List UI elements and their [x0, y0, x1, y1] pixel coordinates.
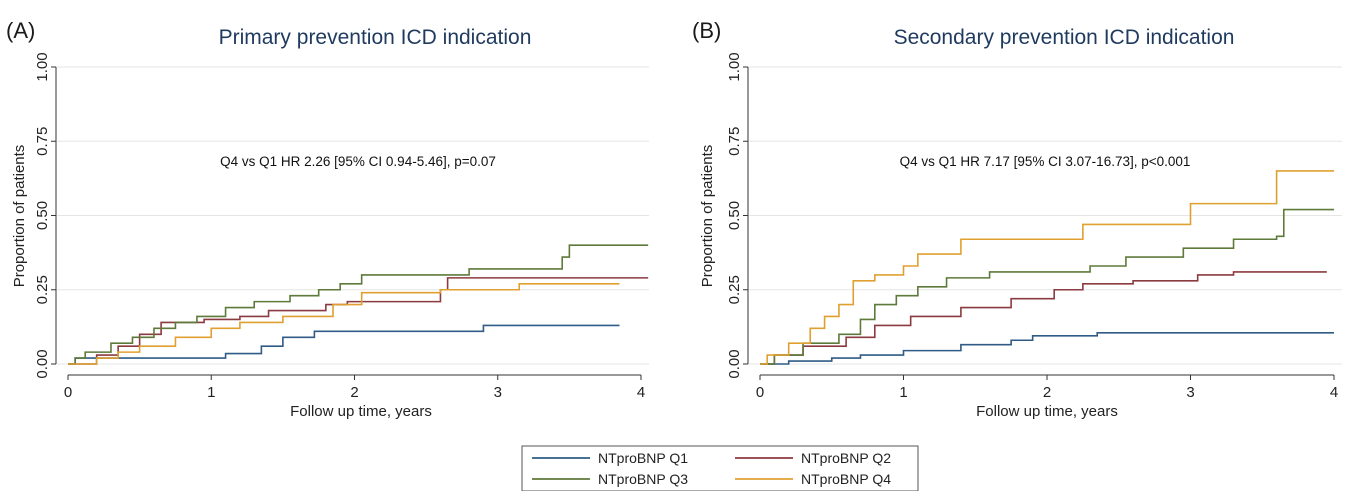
- legend-label-q2: NTproBNP Q2: [801, 450, 891, 466]
- y-tick-label-a-3: 0.75: [34, 127, 51, 156]
- x-axis-title-a: Follow up time, years: [290, 403, 432, 420]
- series-line-b-q4: [760, 170, 1334, 365]
- series-line-b-q3: [760, 208, 1334, 365]
- y-tick-label-b-3: 0.75: [726, 127, 743, 156]
- x-tick-label-b-1: 1: [899, 384, 907, 401]
- plot-area-a: 0.00 0.25 0.50 0.75 1.00 0 1 2 3 4: [34, 52, 649, 401]
- annotation-a: Q4 vs Q1 HR 2.26 [95% CI 0.94-5.46], p=0…: [220, 154, 496, 169]
- y-tick-label-a-2: 0.50: [34, 201, 51, 230]
- x-tick-label-a-0: 0: [64, 384, 72, 401]
- x-tick-label-a-4: 4: [637, 384, 645, 401]
- x-tick-label-b-2: 2: [1043, 384, 1051, 401]
- x-tick-label-a-2: 2: [350, 384, 358, 401]
- series-line-b-q1: [760, 332, 1334, 365]
- series-line-a-q1: [68, 324, 620, 365]
- series-line-a-q2: [68, 277, 649, 365]
- chart-title-a: Primary prevention ICD indication: [219, 26, 532, 49]
- x-tick-label-b-3: 3: [1186, 384, 1194, 401]
- legend-label-q4: NTproBNP Q4: [801, 471, 891, 487]
- annotation-b: Q4 vs Q1 HR 7.17 [95% CI 3.07-16.73], p<…: [900, 154, 1191, 169]
- legend: NTproBNP Q1 NTproBNP Q2 NTproBNP Q3 NTproBN…: [521, 445, 919, 491]
- y-tick-label-b-4: 1.00: [726, 52, 743, 81]
- x-axis-title-b: Follow up time, years: [976, 403, 1118, 420]
- series-line-a-q3: [68, 244, 649, 365]
- x-tick-label-a-1: 1: [207, 384, 215, 401]
- y-tick-label-b-1: 0.25: [726, 275, 743, 304]
- plot-area-b: 0.00 0.25 0.50 0.75 1.00 0 1 2 3 4: [726, 52, 1342, 401]
- y-tick-label-a-4: 1.00: [34, 52, 51, 81]
- panel-label-a: (A): [6, 18, 35, 43]
- series-line-a-q4: [68, 283, 620, 365]
- series-line-b-q2: [760, 271, 1327, 365]
- y-tick-label-b-0: 0.00: [726, 349, 743, 378]
- y-tick-label-b-2: 0.50: [726, 201, 743, 230]
- x-tick-label-b-4: 4: [1330, 384, 1338, 401]
- y-axis-title-b: Proportion of patients: [699, 145, 716, 288]
- panel-label-b: (B): [692, 18, 721, 43]
- x-tick-label-a-3: 3: [494, 384, 502, 401]
- y-tick-label-a-0: 0.00: [34, 349, 51, 378]
- legend-label-q1: NTproBNP Q1: [598, 450, 688, 466]
- legend-label-q3: NTproBNP Q3: [598, 471, 688, 487]
- chart-title-b: Secondary prevention ICD indication: [894, 26, 1235, 49]
- y-tick-label-a-1: 0.25: [34, 275, 51, 304]
- legend-box: [521, 445, 919, 491]
- y-axis-title-a: Proportion of patients: [11, 145, 28, 288]
- x-tick-label-b-0: 0: [756, 384, 764, 401]
